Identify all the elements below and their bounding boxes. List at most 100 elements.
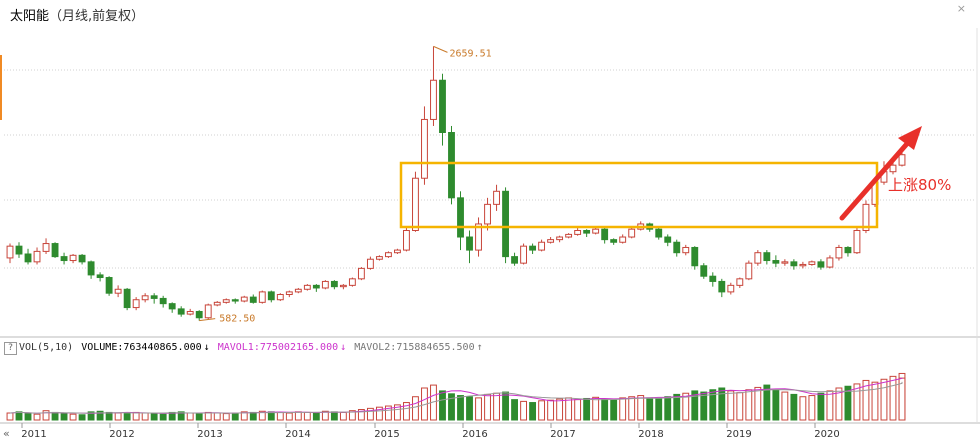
candle-body xyxy=(249,296,257,303)
volume-bar xyxy=(42,410,50,421)
volume-bar xyxy=(348,410,356,421)
candle-body xyxy=(736,278,744,286)
candle-body xyxy=(60,256,68,262)
volume-bar xyxy=(159,413,167,421)
volume-bar xyxy=(529,402,537,421)
volume-bar xyxy=(826,390,834,421)
candle-body xyxy=(457,197,464,238)
candle-body xyxy=(357,267,365,280)
candle-body xyxy=(520,245,528,264)
volume-bar xyxy=(520,400,528,421)
candle-body xyxy=(87,261,95,276)
candle-body xyxy=(898,154,906,166)
high-pointer xyxy=(433,45,448,53)
volume-bar xyxy=(439,390,446,421)
candle-body xyxy=(51,243,59,258)
volume-bar xyxy=(150,413,158,421)
candle-body xyxy=(538,241,546,251)
candle-body xyxy=(754,252,762,264)
volume-bar xyxy=(231,412,239,421)
candle-body xyxy=(258,291,266,303)
candle-body xyxy=(6,245,14,259)
candle-body xyxy=(808,261,816,265)
volume-bar xyxy=(394,404,401,421)
volume-bar xyxy=(808,395,816,421)
volume-bar xyxy=(592,396,600,421)
volume-bar xyxy=(556,398,564,421)
volume-bar xyxy=(24,413,32,421)
candle-body xyxy=(790,261,798,267)
gain-label: 上涨80% xyxy=(888,176,951,194)
candle-body xyxy=(511,256,518,264)
candle-body xyxy=(448,132,455,199)
low-pointer xyxy=(199,318,216,322)
candle-body xyxy=(267,291,275,301)
mavol1-down-arrow: ↓ xyxy=(340,342,347,353)
volume-bar xyxy=(466,396,473,421)
volume-bar xyxy=(763,384,771,421)
candle-body xyxy=(664,236,672,243)
volume-bar xyxy=(646,397,654,421)
candle-body xyxy=(33,250,41,263)
candle-body xyxy=(574,229,582,235)
volume-bar xyxy=(330,411,338,421)
candle-body xyxy=(466,236,473,251)
candle-body xyxy=(853,229,861,254)
help-icon[interactable]: ? xyxy=(4,342,17,355)
candle-body xyxy=(556,236,564,241)
x-axis-tick-label: 2013 xyxy=(197,429,222,440)
volume-bar xyxy=(655,398,663,421)
candle-body xyxy=(826,257,834,268)
volume-bar xyxy=(628,396,636,421)
candle-body xyxy=(303,284,311,290)
volume-bar xyxy=(853,383,861,421)
volume-bar xyxy=(799,396,807,421)
candle-body xyxy=(727,284,735,293)
candle-body xyxy=(430,79,437,120)
volume-bar xyxy=(844,385,852,421)
candle-body xyxy=(312,284,320,289)
volume-bar xyxy=(475,397,482,421)
candle-body xyxy=(493,190,500,205)
volume-bar xyxy=(96,410,104,421)
candle-body xyxy=(231,299,239,302)
candle-body xyxy=(321,280,329,289)
candle-body xyxy=(330,280,338,288)
candle-body xyxy=(421,118,428,179)
candle-body xyxy=(844,246,852,254)
candle-body xyxy=(150,295,158,299)
candle-body xyxy=(42,243,50,252)
volume-bar xyxy=(691,390,699,421)
volume-bar xyxy=(610,399,618,421)
candle-body xyxy=(294,288,302,293)
x-axis-tick-label: 2014 xyxy=(285,429,310,440)
volume-bar xyxy=(15,411,23,421)
candle-body xyxy=(195,310,203,319)
close-icon[interactable]: × xyxy=(956,2,966,15)
volume-bar xyxy=(114,412,122,421)
volume-bar xyxy=(862,379,870,421)
candle-body xyxy=(375,256,383,260)
candle-body xyxy=(24,253,32,263)
candle-body xyxy=(763,252,771,262)
candle-body xyxy=(718,280,726,293)
volume-bar xyxy=(60,413,68,421)
candle-body xyxy=(348,278,356,286)
candle-body xyxy=(709,275,717,282)
candle-body xyxy=(159,297,167,305)
volume-bar xyxy=(87,411,95,421)
candle-body xyxy=(240,296,248,302)
candle-body xyxy=(817,261,825,268)
volume-bar xyxy=(303,411,311,421)
high-price-label: 2659.51 xyxy=(449,48,491,59)
volume-bar xyxy=(141,412,149,421)
scroll-left-icon[interactable]: « xyxy=(3,427,10,440)
volume-bar xyxy=(835,387,843,421)
chart-subtitle: （月线,前复权） xyxy=(49,9,145,24)
volume-bar xyxy=(69,413,77,421)
candle-body xyxy=(177,308,185,315)
volume-bar xyxy=(312,412,320,421)
candle-body xyxy=(403,229,410,251)
volume-bar xyxy=(375,406,383,421)
